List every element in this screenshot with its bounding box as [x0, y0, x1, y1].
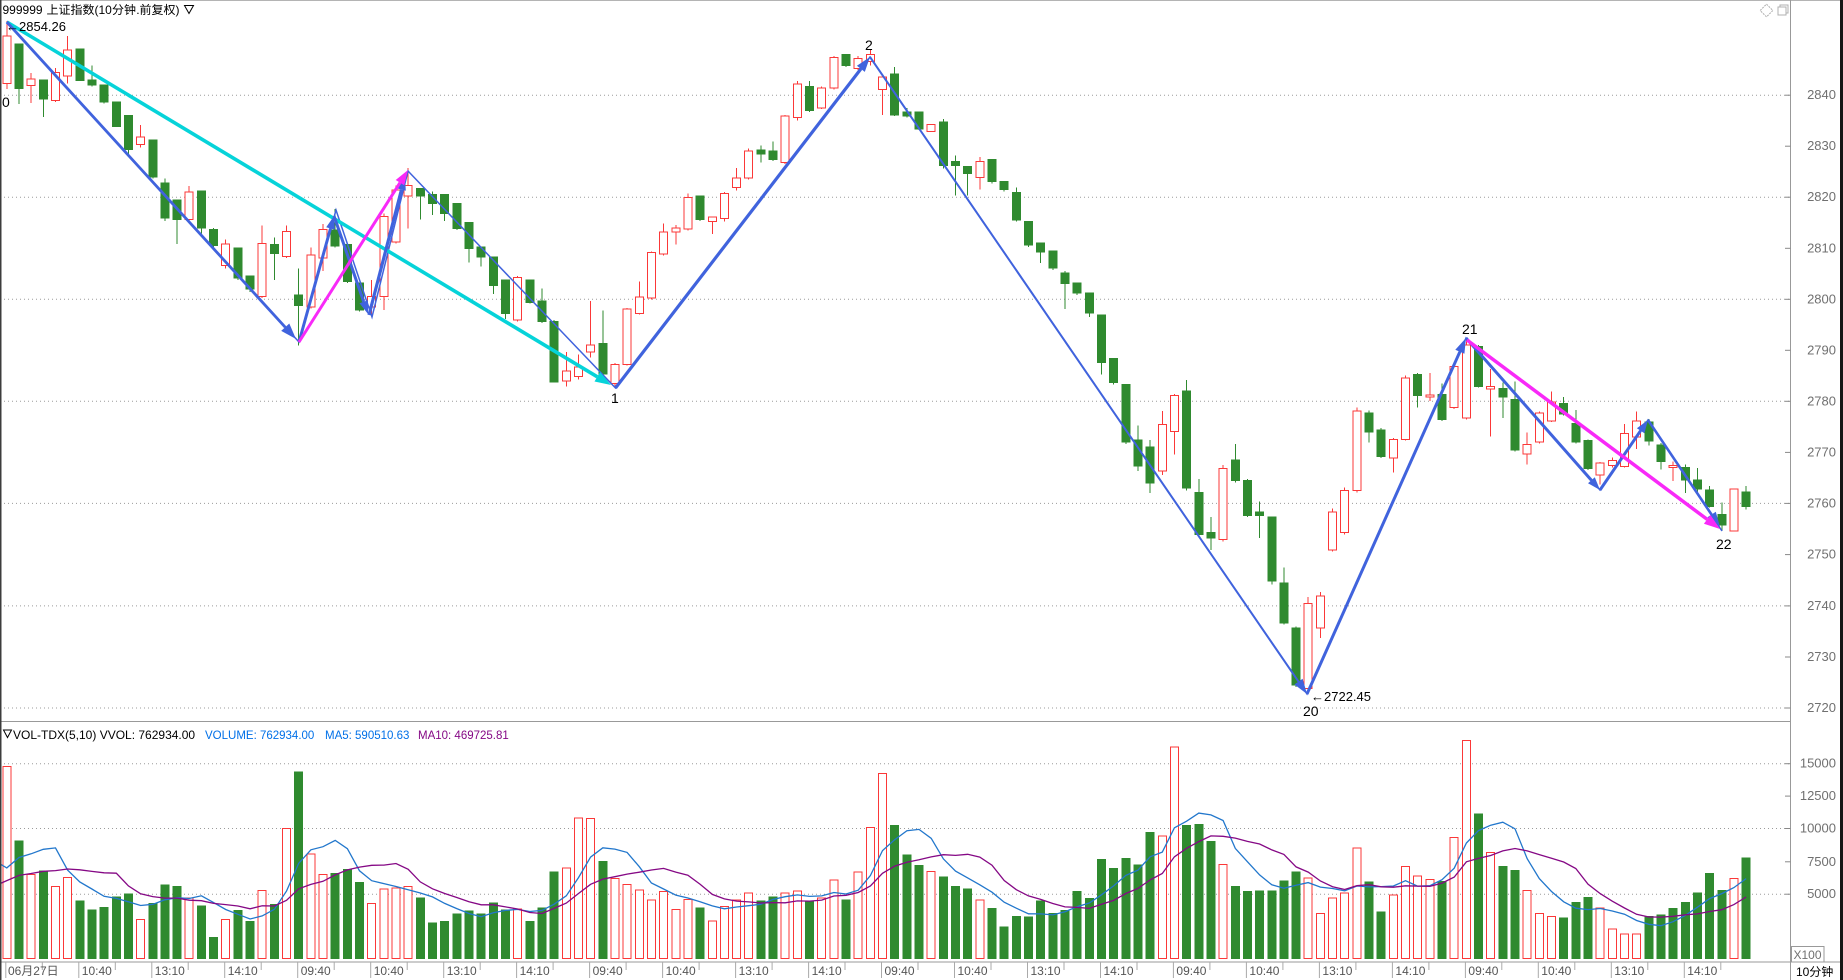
svg-text:2740: 2740	[1807, 598, 1836, 613]
svg-text:2760: 2760	[1807, 495, 1836, 510]
svg-text:5000: 5000	[1807, 886, 1836, 901]
svg-text:15000: 15000	[1800, 756, 1836, 771]
svg-text:10:40: 10:40	[1249, 964, 1279, 978]
svg-text:7500: 7500	[1807, 854, 1836, 869]
svg-text:20: 20	[1303, 703, 1319, 719]
svg-text:14:10: 14:10	[520, 964, 550, 978]
svg-text:10:40: 10:40	[82, 964, 112, 978]
svg-text:X100: X100	[1794, 948, 1822, 962]
svg-text:09:40: 09:40	[593, 964, 623, 978]
svg-text:←2722.45: ←2722.45	[1311, 689, 1371, 704]
svg-text:2720: 2720	[1807, 700, 1836, 715]
svg-text:09:40: 09:40	[885, 964, 915, 978]
svg-text:10:40: 10:40	[1541, 964, 1571, 978]
svg-text:2770: 2770	[1807, 444, 1836, 459]
svg-text:13:10: 13:10	[1031, 964, 1061, 978]
svg-text:2780: 2780	[1807, 393, 1836, 408]
svg-text:13:10: 13:10	[447, 964, 477, 978]
svg-text:2800: 2800	[1807, 291, 1836, 306]
svg-text:MA5: 590510.63: MA5: 590510.63	[325, 730, 409, 742]
svg-text:14:10: 14:10	[812, 964, 842, 978]
svg-text:09:40: 09:40	[301, 964, 331, 978]
svg-text:): )	[176, 3, 180, 17]
svg-text:13:10: 13:10	[1614, 964, 1644, 978]
svg-text:13:10: 13:10	[739, 964, 769, 978]
svg-text:22: 22	[1716, 536, 1732, 552]
svg-text:2810: 2810	[1807, 240, 1836, 255]
svg-text:27: 27	[33, 964, 47, 978]
svg-text:10: 10	[1796, 965, 1810, 979]
svg-text:10:40: 10:40	[666, 964, 696, 978]
svg-text:10:40: 10:40	[374, 964, 404, 978]
svg-text:2750: 2750	[1807, 547, 1836, 562]
svg-text:2790: 2790	[1807, 342, 1836, 357]
svg-text:VOL-TDX(5,10) VVOL: 762934.00: VOL-TDX(5,10) VVOL: 762934.00	[13, 728, 195, 742]
svg-text:14:10: 14:10	[1687, 964, 1717, 978]
svg-text:1: 1	[611, 390, 619, 406]
svg-text:09:40: 09:40	[1176, 964, 1206, 978]
svg-text:2: 2	[865, 37, 873, 53]
svg-text:10:40: 10:40	[958, 964, 988, 978]
svg-text:06: 06	[8, 964, 22, 978]
svg-text:12500: 12500	[1800, 788, 1836, 803]
svg-text:14:10: 14:10	[228, 964, 258, 978]
svg-text:14:10: 14:10	[1395, 964, 1425, 978]
svg-text:2830: 2830	[1807, 138, 1836, 153]
svg-text:13:10: 13:10	[155, 964, 185, 978]
svg-text:←2854.26: ←2854.26	[6, 19, 66, 34]
svg-text:10000: 10000	[1800, 821, 1836, 836]
svg-text:21: 21	[1462, 321, 1478, 337]
svg-text:999999: 999999	[3, 3, 43, 17]
svg-text:2730: 2730	[1807, 649, 1836, 664]
svg-text:.: .	[136, 3, 139, 17]
svg-text:09:40: 09:40	[1468, 964, 1498, 978]
svg-text:MA10: 469725.81: MA10: 469725.81	[418, 730, 509, 742]
svg-text:2840: 2840	[1807, 87, 1836, 102]
svg-text:13:10: 13:10	[1322, 964, 1352, 978]
svg-text:VOLUME: 762934.00: VOLUME: 762934.00	[205, 730, 314, 742]
svg-text:2820: 2820	[1807, 189, 1836, 204]
svg-text:(10: (10	[95, 3, 113, 17]
svg-text:14:10: 14:10	[1104, 964, 1134, 978]
svg-text:0: 0	[2, 94, 10, 110]
